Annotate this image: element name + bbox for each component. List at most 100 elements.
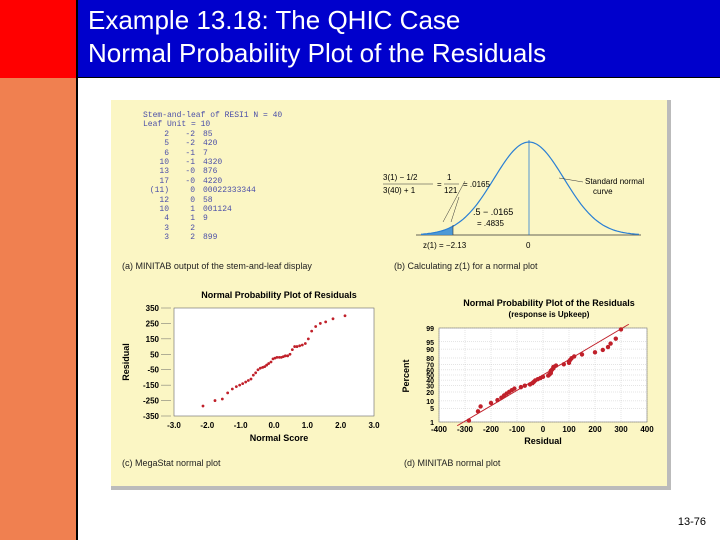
chart-c-point [298, 344, 302, 348]
chart-d-y-tick: 20 [426, 390, 434, 397]
chart-d-point [608, 341, 613, 346]
normal-curve [420, 141, 640, 235]
chart-c-y-tick: 150 [146, 335, 160, 344]
zero-label: 0 [526, 241, 531, 250]
chart-c-x-tick: -1.0 [234, 421, 248, 430]
chart-d-point [592, 350, 598, 355]
chart-d-point [488, 400, 494, 406]
stem-value: -1 [185, 148, 195, 158]
chart-d-y-tick: 10 [426, 399, 434, 406]
chart-d-x-tick: 400 [640, 425, 654, 434]
chart-c-point [310, 329, 314, 333]
chart-c-point [241, 382, 245, 385]
stem-value: -1 [185, 158, 195, 168]
equals-sign: = [437, 180, 442, 189]
chart-c-point [244, 380, 248, 384]
chart-c-y-tick: 50 [150, 350, 159, 359]
chart-c-point [314, 325, 318, 328]
left-accent-bar [0, 78, 78, 540]
stem-row: 3 2 899 [143, 233, 282, 242]
chart-d-point [572, 354, 577, 359]
chart-d-point [475, 409, 481, 414]
fraction2-bottom: 121 [444, 186, 458, 195]
stem-value: 0 [190, 195, 195, 205]
stem-row: 6 -1 7 [143, 149, 282, 158]
chart-c-point [226, 391, 230, 395]
chart-c-point [283, 354, 287, 358]
chart-d-x-tick: 100 [562, 425, 576, 434]
chart-c-y-tick: -50 [147, 366, 159, 375]
half-minus-tail: .5 − .0165 [473, 207, 513, 217]
chart-c-point [306, 337, 310, 341]
stem-rows: 2 -2 85 5 -2 420 6 -1 7 10 -1 4320 13 -0 876 17 -0 4220 (1… [143, 130, 282, 243]
chart-d-x-tick: -300 [457, 425, 474, 434]
stem-depth: 10 [159, 205, 169, 215]
chart-d-x-tick: -100 [509, 425, 526, 434]
chart-c-point [300, 343, 304, 347]
stem-value: 0 [190, 186, 195, 196]
chart-c-point [258, 366, 262, 370]
chart-d-y-tick: 30 [426, 384, 434, 391]
fraction-top: 3(1) − 1/2 [383, 173, 418, 182]
stem-row: 10 -1 4320 [143, 158, 282, 167]
chart-d-y-tick: 90 [426, 347, 434, 354]
chart-c-x-tick: 0.0 [268, 421, 280, 430]
title-bar [0, 0, 720, 78]
stem-depth: 12 [159, 195, 169, 205]
chart-d-x-tick: -400 [431, 425, 448, 434]
chart-c-y-tick: 250 [146, 319, 160, 328]
chart-c-x-tick: 3.0 [368, 421, 380, 430]
chart-c-point [263, 365, 267, 369]
chart-c-point [290, 348, 294, 352]
chart-d-y-tick: 1 [430, 420, 434, 427]
chart-c-point [277, 355, 281, 359]
chart-c-point [256, 368, 260, 372]
chart-c-point [288, 352, 292, 356]
chart-c-point [246, 379, 250, 382]
megastat-normal-plot: Normal Probability Plot of Residuals 350 2… [121, 290, 380, 443]
slide-title-line-2: Normal Probability Plot of the Residuals [88, 38, 547, 68]
curve-label-1: Standard normal [585, 177, 644, 186]
chart-c-y-tick: -250 [143, 397, 160, 406]
stem-leaves: 85 [203, 129, 213, 139]
stem-row: 13 -0 876 [143, 167, 282, 176]
minitab-normal-plot: Normal Probability Plot of the Residuals… [401, 298, 654, 446]
chart-c-x-tick: -2.0 [200, 421, 214, 430]
chart-c-point [238, 383, 242, 387]
chart-d-y-tick: 95 [426, 340, 434, 347]
chart-c-point [254, 371, 258, 375]
curve-label-pointer [558, 177, 584, 183]
chart-c-y-tick: -350 [143, 412, 160, 421]
stem-leaves: 876 [203, 167, 218, 177]
chart-c-y-label: Residual [121, 343, 131, 381]
chart-c-point [251, 373, 255, 377]
stem-row: 17 -0 4220 [143, 177, 282, 186]
chart-c-x-tick: -3.0 [167, 421, 181, 430]
stem-header: Stem-and-leaf of RESI1 N = 40 [143, 111, 283, 120]
stem-row: 5 -2 420 [143, 139, 282, 148]
chart-c-title: Normal Probability Plot of Residuals [201, 290, 357, 300]
chart-c-point [295, 345, 299, 348]
fraction-bottom: 3(40) + 1 [383, 186, 416, 195]
chart-d-y-tick: 70 [426, 362, 434, 369]
chart-c-point [249, 377, 253, 381]
chart-c-point [230, 387, 234, 391]
chart-d-y-tick: 60 [426, 368, 434, 375]
stem-depth: 3 [164, 233, 169, 243]
chart-d-point [605, 344, 611, 350]
stem-value: -2 [185, 129, 195, 139]
chart-d-point [540, 374, 546, 380]
chart-c-point [275, 355, 279, 359]
stem-value: -0 [185, 176, 195, 186]
slide-title-line-1: Example 13.18: The QHIC Case [88, 5, 461, 35]
chart-c-point [293, 345, 297, 348]
area-value: = .4835 [477, 219, 504, 228]
chart-d-point [522, 383, 527, 388]
slide-number: 13-76 [677, 516, 706, 528]
chart-d-x-tick: 0 [541, 425, 546, 434]
chart-c-point [286, 354, 290, 358]
tail-area [421, 226, 453, 235]
normal-curve-diagram: 3(1) − 1/2 3(40) + 1 = 1 121 = .0165 Sta… [383, 140, 644, 250]
stem-value: 2 [190, 223, 195, 233]
